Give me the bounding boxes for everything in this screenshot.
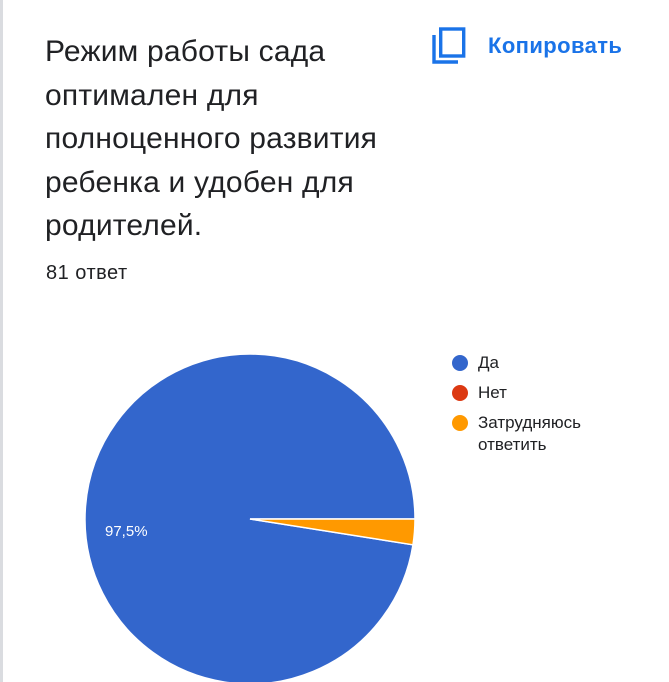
legend-item-0: Да	[452, 352, 652, 374]
copy-button-label: Копировать	[488, 33, 623, 58]
legend-label: Нет	[478, 383, 507, 402]
pie-data-label-0: 97,5%	[105, 523, 148, 540]
responses-count: 81 ответ	[46, 262, 128, 284]
legend-swatch	[452, 415, 468, 431]
copy-icon	[432, 27, 466, 64]
legend-item-2: Затрудняюсь ответить	[452, 412, 652, 456]
pie-slice-2	[249, 518, 416, 546]
legend-item-1: Нет	[452, 382, 652, 404]
legend-swatch	[452, 355, 468, 371]
legend-label: Да	[478, 353, 499, 372]
card-left-border	[0, 0, 3, 682]
question-title: Режим работы сада оптимален для полноцен…	[45, 35, 378, 242]
copy-button[interactable]: Копировать	[432, 26, 622, 66]
chart-legend: Да Нет Затрудняюсь ответить	[452, 352, 652, 464]
legend-swatch	[452, 385, 468, 401]
pie-slice-0	[84, 353, 416, 682]
legend-label: Затрудняюсь ответить	[478, 413, 581, 454]
